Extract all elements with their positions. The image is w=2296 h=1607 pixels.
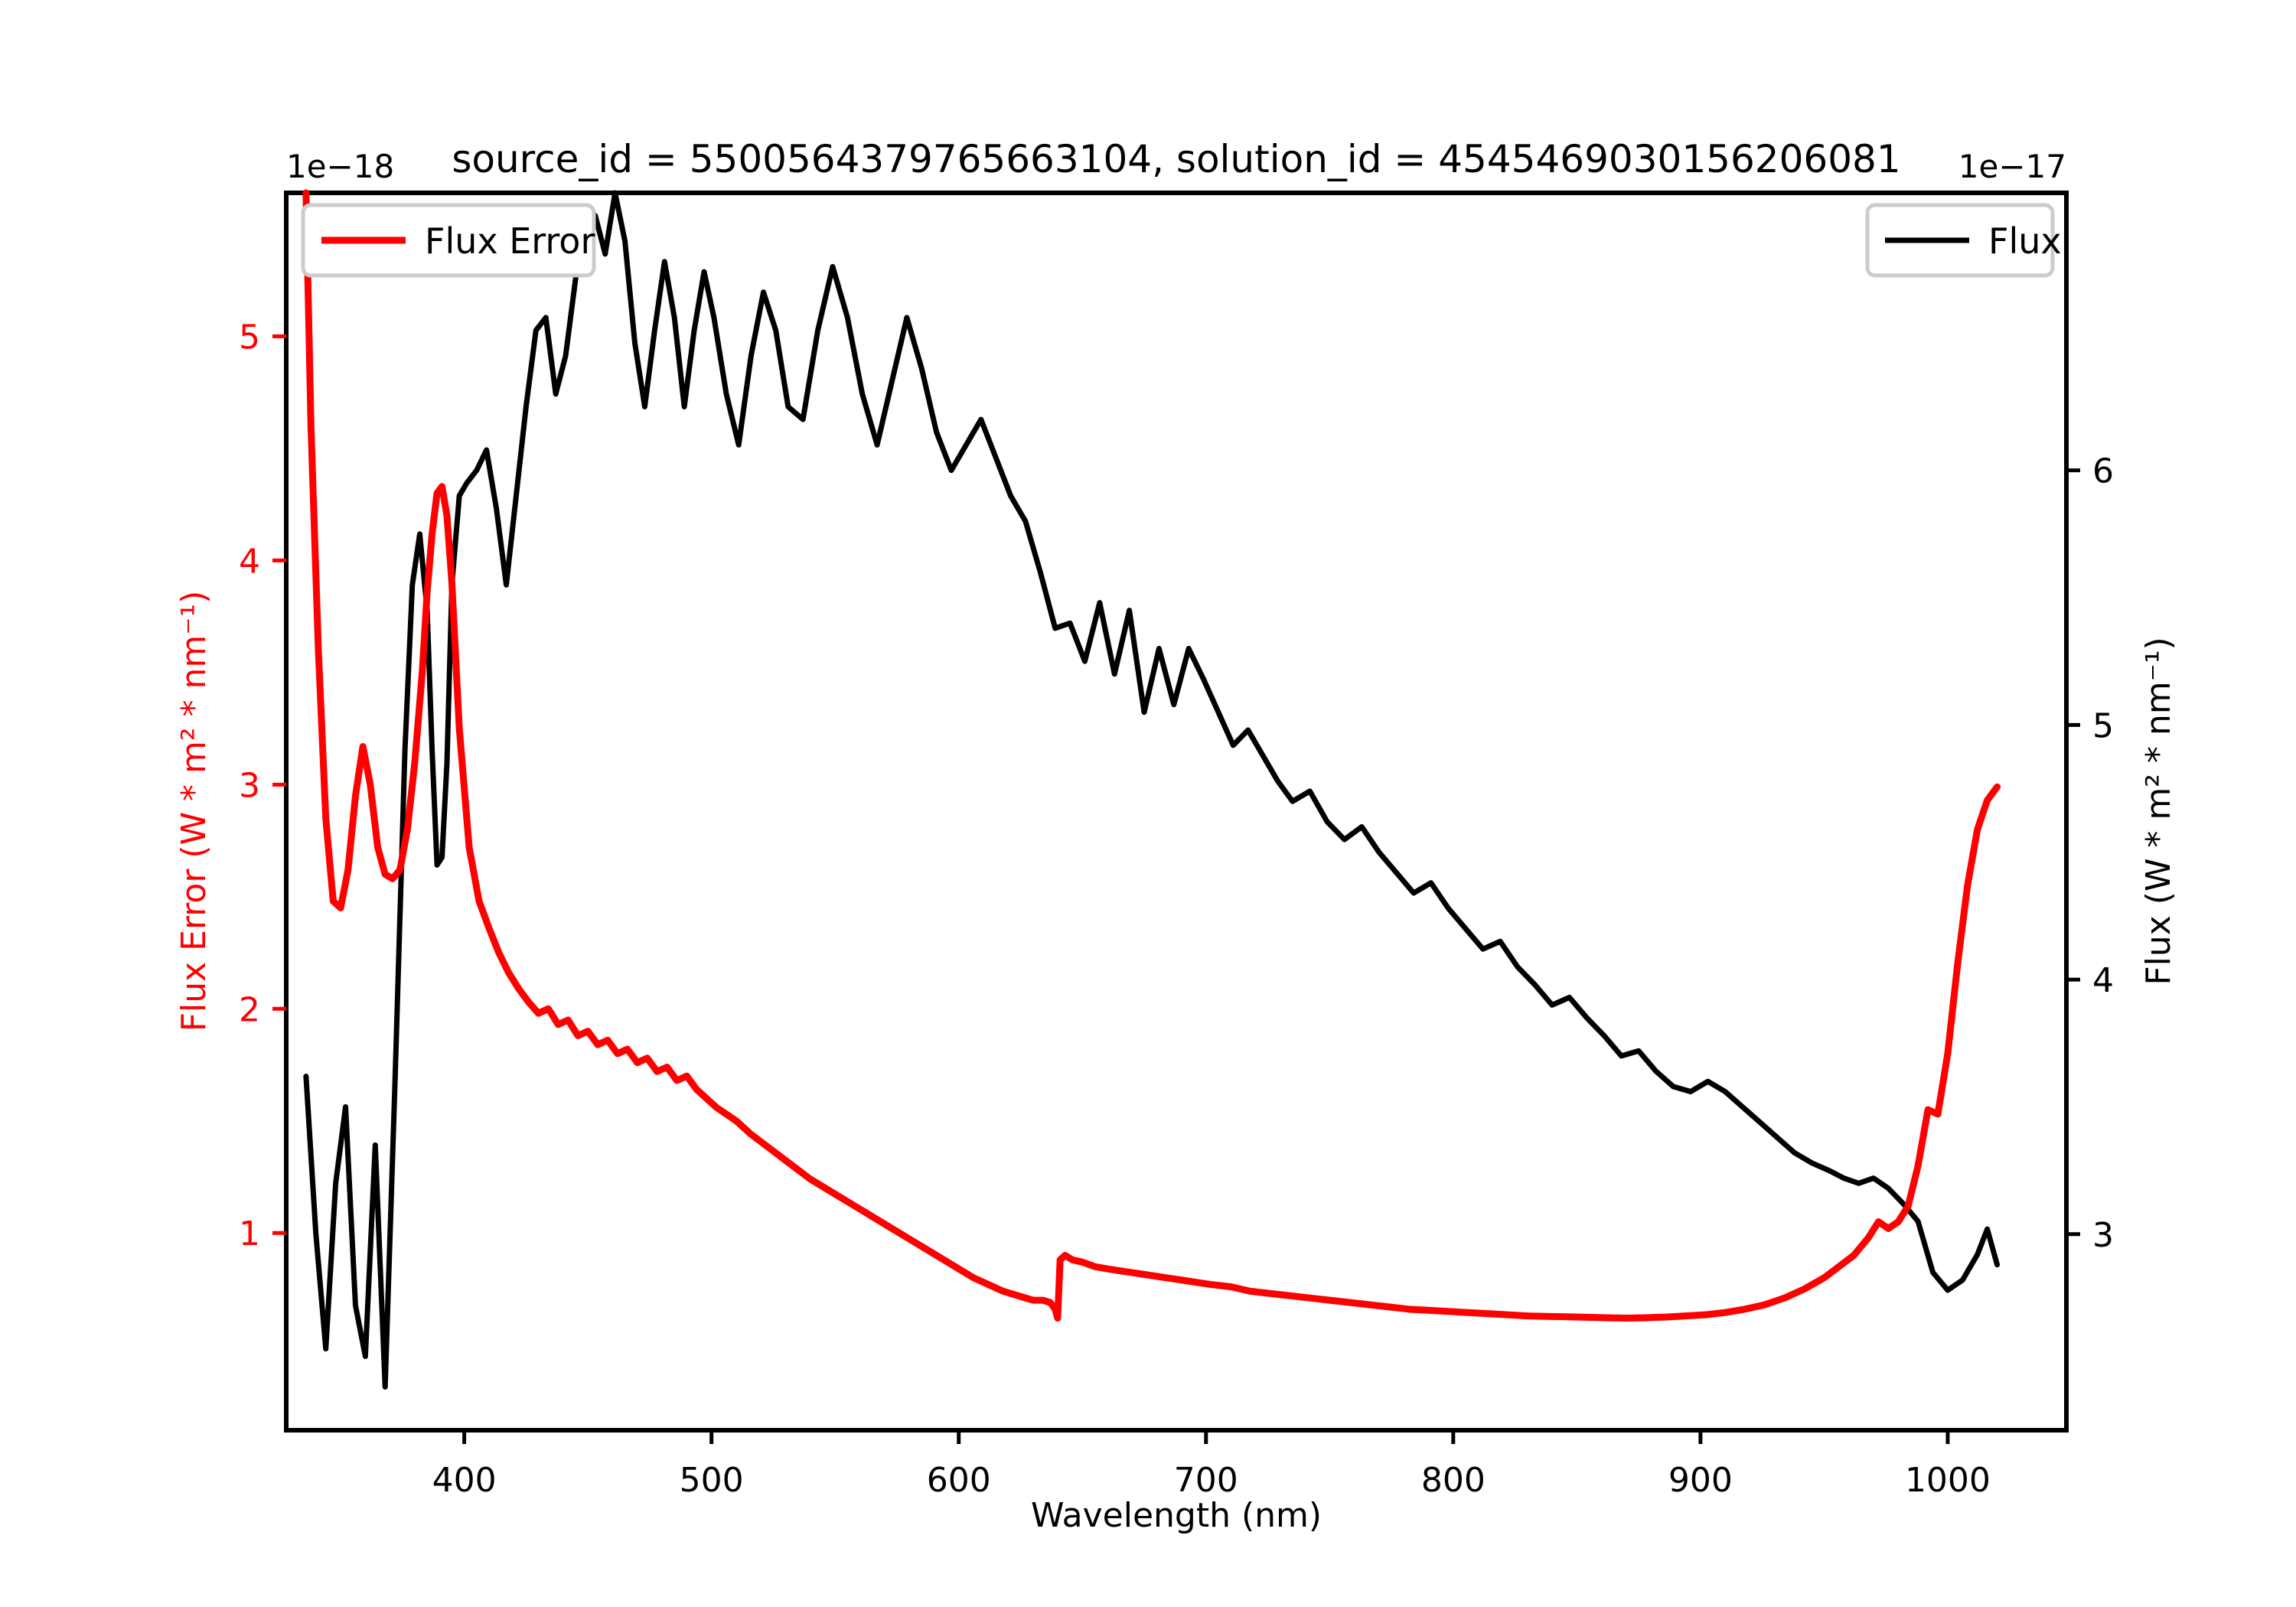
y-left-axis-ticks: 1 2 3 4 5 [239, 318, 286, 1253]
chart-title: source_id = 5500564379765663104, solutio… [452, 137, 1900, 181]
flux-error-legend-label: Flux Error [425, 220, 595, 262]
y-right-tick-label: 6 [2092, 452, 2114, 491]
x-tick-label: 400 [432, 1461, 497, 1500]
x-tick-label: 1000 [1905, 1461, 1991, 1500]
x-tick-label: 700 [1174, 1461, 1238, 1500]
y-left-tick-label: 5 [239, 318, 260, 357]
y-left-tick-label: 2 [239, 990, 260, 1029]
y-left-tick-label: 3 [239, 766, 260, 805]
x-tick-label: 500 [680, 1461, 744, 1500]
y-left-tick-label: 4 [239, 542, 260, 581]
y-right-tick-label: 4 [2092, 961, 2114, 1000]
x-tick-label: 900 [1668, 1461, 1733, 1500]
right-axis-offset-label: 1e−17 [1958, 148, 2066, 185]
flux-series-line [303, 190, 2001, 1390]
plot-frame [284, 191, 2069, 1433]
y-right-tick-label: 3 [2092, 1216, 2114, 1255]
y-left-tick-label: 1 [239, 1214, 260, 1253]
flux-error-legend-box [301, 203, 596, 278]
x-tick-label: 800 [1421, 1461, 1486, 1500]
y-right-axis-label: Flux (W * m² * nm⁻¹) [2139, 637, 2178, 985]
flux-error-series-line [302, 189, 2001, 1322]
y-right-axis-ticks: 3 4 5 6 [2066, 452, 2114, 1255]
y-right-tick-label: 5 [2092, 706, 2114, 745]
x-tick-label: 600 [927, 1461, 991, 1500]
y-left-axis-label: Flux Error (W * m² * nm⁻¹) [174, 591, 214, 1032]
x-axis-label: Wavelength (nm) [1031, 1496, 1322, 1535]
x-axis-ticks: 400 500 600 700 800 900 1000 [432, 1430, 1991, 1500]
flux-legend[interactable]: Flux [1865, 203, 2062, 278]
left-axis-offset-label: 1e−18 [286, 148, 394, 185]
flux-legend-label: Flux [1988, 220, 2062, 262]
flux-error-legend[interactable]: Flux Error [301, 203, 596, 278]
